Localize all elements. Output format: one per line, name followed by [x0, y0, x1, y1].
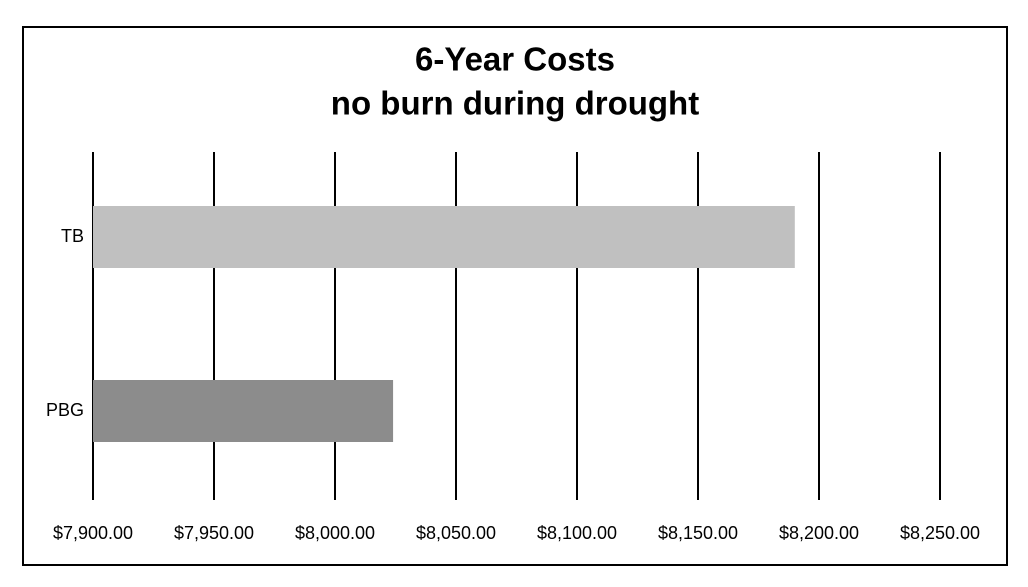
- x-tick-label: $8,100.00: [537, 523, 617, 543]
- y-tick-label: PBG: [46, 400, 84, 420]
- x-tick-label: $8,250.00: [900, 523, 980, 543]
- x-tick-label: $8,000.00: [295, 523, 375, 543]
- x-tick-label: $8,200.00: [779, 523, 859, 543]
- x-tick-label: $8,150.00: [658, 523, 738, 543]
- bar: [93, 380, 394, 442]
- chart-frame: [22, 26, 1008, 566]
- chart-subtitle: no burn during drought: [331, 85, 699, 122]
- chart-title: 6-Year Costs: [415, 41, 615, 78]
- bar: [93, 206, 795, 268]
- y-tick-label: TB: [61, 226, 84, 246]
- x-tick-label: $7,950.00: [174, 523, 254, 543]
- x-tick-label: $8,050.00: [416, 523, 496, 543]
- x-tick-label: $7,900.00: [53, 523, 133, 543]
